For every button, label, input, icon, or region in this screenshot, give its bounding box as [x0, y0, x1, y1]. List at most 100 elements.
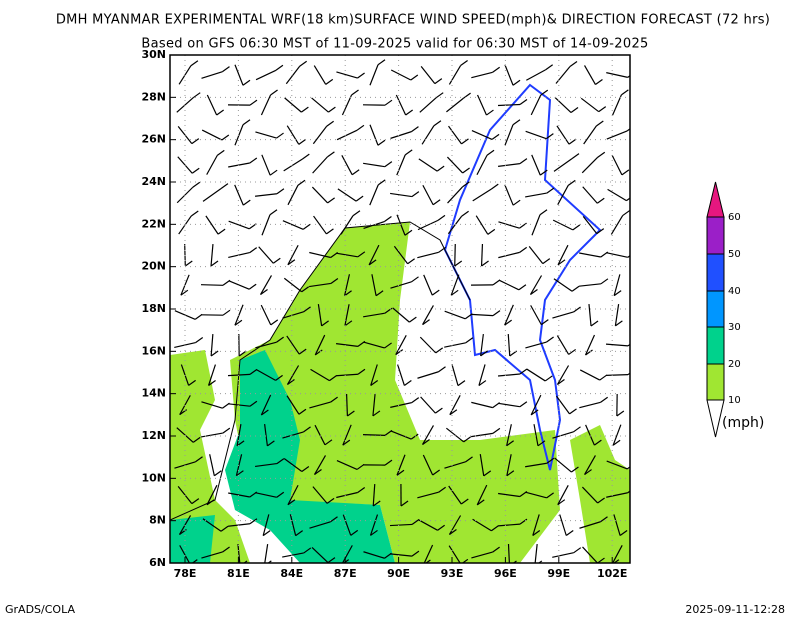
wind-barb — [326, 120, 334, 127]
wind-barb — [411, 126, 419, 133]
wind-barb — [460, 60, 468, 67]
wind-barb — [377, 139, 386, 146]
wind-barb — [479, 454, 485, 476]
wind-barb — [309, 521, 331, 529]
wind-barb — [553, 158, 573, 172]
wind-barb — [552, 552, 574, 558]
wind-barb — [410, 433, 419, 440]
wind-barb — [546, 457, 555, 464]
wind-barb — [283, 158, 303, 172]
wind-barb — [216, 149, 225, 156]
wind-barb — [314, 469, 322, 476]
wind-barb — [264, 424, 268, 446]
wind-barb — [573, 426, 581, 433]
colorbar-label: 20 — [728, 359, 741, 370]
wind-barb — [282, 311, 304, 319]
wind-barb — [336, 491, 358, 499]
wind-barb — [249, 368, 258, 375]
wind-barb — [447, 215, 463, 235]
wind-barb — [384, 161, 393, 168]
wind-barb — [492, 66, 501, 73]
wind-barb — [363, 341, 385, 349]
wind-barb — [611, 154, 623, 176]
wind-barb — [475, 215, 489, 235]
wind-barb — [610, 215, 624, 235]
wind-barb — [570, 107, 579, 114]
wind-barb — [417, 219, 439, 231]
wind-barb — [326, 497, 335, 504]
wind-barb — [255, 341, 277, 349]
wind-barb — [303, 306, 311, 313]
wind-barb — [418, 519, 438, 531]
wind-barb — [422, 319, 430, 326]
lat-label: 12N — [141, 429, 166, 442]
wind-barb — [519, 518, 528, 525]
wind-barb — [287, 379, 295, 385]
wind-barb — [546, 492, 554, 499]
wind-barb — [420, 396, 436, 414]
wind-barb — [422, 184, 434, 206]
wind-barb — [355, 195, 364, 202]
wind-barb — [472, 518, 492, 532]
wind-barb — [525, 462, 547, 468]
wind-barb — [569, 61, 578, 68]
wind-barb — [622, 210, 630, 217]
wind-barb — [533, 424, 539, 446]
wind-barb — [303, 426, 311, 433]
wind-barb — [393, 245, 409, 265]
wind-barb — [340, 215, 354, 235]
footer-right: 2025-09-11-12:28 — [685, 603, 785, 616]
wind-barb — [490, 183, 499, 190]
wind-barb — [357, 251, 366, 258]
wind-barb — [492, 427, 501, 434]
wind-barb — [526, 69, 546, 81]
wind-barb — [220, 183, 229, 190]
wind-barb — [205, 215, 219, 235]
wind-barb — [260, 275, 272, 295]
wind-barb — [234, 124, 244, 146]
wind-barb — [325, 78, 334, 85]
colorbar-label: 10 — [728, 395, 741, 406]
wind-barb — [578, 283, 602, 287]
wind-barb — [537, 440, 546, 447]
wind-barb — [222, 546, 230, 553]
wind-barb — [597, 497, 605, 504]
wind-barb — [276, 491, 285, 498]
wind-barb — [471, 71, 493, 79]
wind-barb — [357, 72, 365, 79]
wind-barb — [191, 138, 200, 145]
wind-barb — [470, 313, 494, 317]
wind-barb — [597, 557, 605, 563]
wind-barb — [463, 436, 471, 443]
wind-barb — [446, 156, 464, 174]
wind-barb — [504, 64, 514, 86]
wind-barb — [568, 138, 577, 145]
wind-barb — [194, 313, 203, 320]
wind-barb — [195, 337, 204, 344]
wind-barb — [595, 120, 604, 127]
wind-barb — [519, 401, 528, 408]
wind-barb — [598, 106, 607, 113]
wind-barb — [555, 66, 571, 84]
wind-barb — [242, 79, 251, 86]
wind-barb — [423, 274, 433, 296]
colorbar-segment — [706, 216, 725, 255]
wind-barb — [228, 220, 250, 230]
wind-barb — [285, 65, 301, 85]
wind-barb — [344, 304, 350, 326]
wind-barb — [507, 333, 511, 357]
wind-barb — [557, 244, 569, 266]
wind-barb — [612, 94, 622, 116]
wind-barb — [435, 347, 444, 354]
wind-barb — [626, 128, 630, 132]
wind-barb — [556, 335, 570, 355]
wind-barb — [222, 427, 231, 434]
wind-barb — [267, 560, 272, 563]
wind-barb — [504, 304, 514, 326]
wind-barb — [270, 319, 279, 326]
wind-barb — [540, 89, 549, 96]
wind-barb — [554, 97, 572, 113]
wind-barb — [518, 284, 527, 291]
wind-barb — [255, 193, 277, 197]
lat-label: 28N — [141, 90, 166, 103]
